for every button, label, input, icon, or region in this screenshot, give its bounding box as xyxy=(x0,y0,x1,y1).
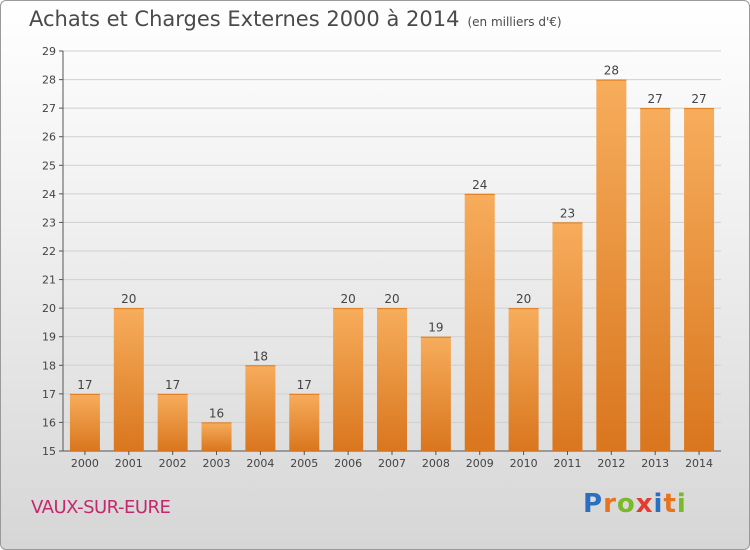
proxiti-logo: Proxiti xyxy=(583,489,687,519)
data-label-2005: 17 xyxy=(297,378,312,392)
x-tick-label-2009: 2009 xyxy=(466,457,494,470)
data-label-2006: 20 xyxy=(340,292,355,306)
data-label-2009: 24 xyxy=(472,178,487,192)
y-tick-label: 22 xyxy=(42,245,56,258)
bar-2010 xyxy=(508,308,539,451)
bars xyxy=(69,79,715,452)
y-tick-label: 18 xyxy=(42,359,56,372)
logo-letter: i xyxy=(653,489,664,519)
x-tick-label-2002: 2002 xyxy=(159,457,187,470)
x-tick-label-2014: 2014 xyxy=(685,457,713,470)
x-tick-label-2008: 2008 xyxy=(422,457,450,470)
y-tick-label: 28 xyxy=(42,74,56,87)
data-label-2010: 20 xyxy=(516,292,531,306)
y-tick-label: 19 xyxy=(42,331,56,344)
bar-2013 xyxy=(640,108,671,452)
x-tick-label-2000: 2000 xyxy=(71,457,99,470)
data-label-2011: 23 xyxy=(560,206,575,220)
x-tick-label-2011: 2011 xyxy=(553,457,581,470)
chart-title: Achats et Charges Externes 2000 à 2014 (e… xyxy=(29,7,562,31)
x-tick-label-2001: 2001 xyxy=(115,457,143,470)
bar-2000 xyxy=(69,393,100,451)
y-tick-label: 24 xyxy=(42,188,56,201)
x-tick-label-2007: 2007 xyxy=(378,457,406,470)
data-labels: 17 20 17 16 18 17 20 20 19 24 20 23 28 27 27 xyxy=(77,64,706,421)
bar-2005 xyxy=(289,393,320,451)
data-label-2004: 18 xyxy=(253,349,268,363)
data-label-2003: 16 xyxy=(209,406,224,420)
chart-unit: (en milliers d'€) xyxy=(467,15,562,29)
x-tick-label-2006: 2006 xyxy=(334,457,362,470)
chart-title-text: Achats et Charges Externes 2000 à 2014 xyxy=(29,7,460,31)
bar-2004 xyxy=(245,365,276,451)
data-label-2012: 28 xyxy=(604,64,619,78)
data-label-2001: 20 xyxy=(121,292,136,306)
bar-2006 xyxy=(333,308,364,451)
bar-2002 xyxy=(157,393,188,451)
y-tick-label: 29 xyxy=(42,45,56,58)
x-tick-label-2010: 2010 xyxy=(510,457,538,470)
y-tick-label: 26 xyxy=(42,131,56,144)
y-tick-label: 16 xyxy=(42,416,56,429)
logo-letter: t xyxy=(663,489,677,519)
commune-name: VAUX-SUR-EURE xyxy=(31,497,171,518)
y-tick-label: 15 xyxy=(42,445,56,458)
logo-letter: P xyxy=(583,489,604,519)
x-tick-label-2012: 2012 xyxy=(597,457,625,470)
bar-2014 xyxy=(684,108,715,452)
logo-letter: i xyxy=(676,489,687,519)
x-tick-label-2004: 2004 xyxy=(246,457,274,470)
data-label-2008: 19 xyxy=(428,321,443,335)
y-tick-label: 25 xyxy=(42,159,56,172)
bar-2011 xyxy=(552,222,583,451)
bar-2001 xyxy=(113,308,144,451)
data-label-2000: 17 xyxy=(77,378,92,392)
bar-2008 xyxy=(420,336,451,451)
logo-letter: x xyxy=(635,489,654,519)
data-label-2007: 20 xyxy=(384,292,399,306)
y-tick-label: 20 xyxy=(42,302,56,315)
bar-2009 xyxy=(464,193,495,451)
y-tick-label: 17 xyxy=(42,388,56,401)
x-tick-label-2013: 2013 xyxy=(641,457,669,470)
data-label-2002: 17 xyxy=(165,378,180,392)
bar-2003 xyxy=(201,422,232,451)
y-tick-label: 27 xyxy=(42,102,56,115)
bar-2007 xyxy=(377,308,407,451)
data-label-2013: 27 xyxy=(648,92,663,106)
logo-letter: o xyxy=(616,489,636,519)
x-tick-label-2005: 2005 xyxy=(290,457,318,470)
y-tick-label: 23 xyxy=(42,216,56,229)
logo-letter: r xyxy=(603,489,617,519)
x-tick-label-2003: 2003 xyxy=(203,457,231,470)
bar-2012 xyxy=(596,79,627,452)
y-tick-label: 21 xyxy=(42,274,56,287)
data-label-2014: 27 xyxy=(691,92,706,106)
